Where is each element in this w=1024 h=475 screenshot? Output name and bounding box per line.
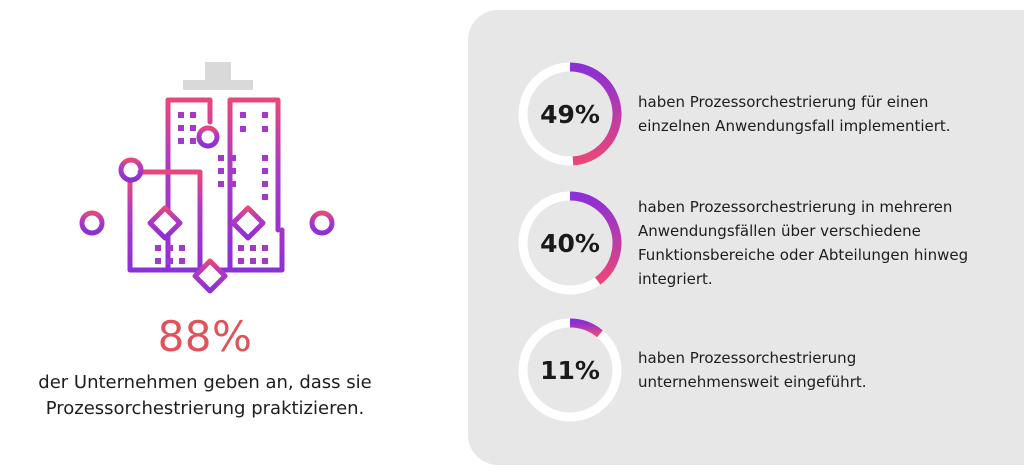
building-network-icon [79, 62, 335, 294]
donut-segment [569, 318, 603, 338]
stat-description-text: haben Prozessorchestrierung unternehmens… [638, 349, 867, 391]
donut-ring [518, 191, 622, 295]
stats-panel: 49% haben Prozessorchestrierung für eine… [468, 10, 1024, 465]
main-stat-description: der Unternehmen geben an, dass sie Proze… [38, 372, 372, 419]
stat-description-text: haben Prozessorchestrierung für einen ei… [638, 93, 951, 135]
donut-segment [569, 62, 622, 166]
donut-label: 40% [540, 228, 600, 258]
stat-description: haben Prozessorchestrierung für einen ei… [638, 60, 988, 168]
stat-description-text: haben Prozessorchestrierung in mehreren … [638, 198, 969, 288]
summary-section: 88% der Unternehmen geben an, dass sie P… [0, 0, 450, 475]
donut-segment [569, 191, 622, 285]
donut-label: 49% [540, 99, 600, 129]
stat-description: haben Prozessorchestrierung in mehreren … [638, 189, 988, 297]
main-stat-value: 88% [157, 312, 253, 361]
donut-ring [518, 62, 622, 166]
donut-ring [518, 318, 622, 422]
stat-row: 40% haben Prozessorchestrierung in mehre… [468, 189, 1024, 299]
stat-description: haben Prozessorchestrierung unternehmens… [638, 316, 988, 424]
donut-label: 11% [540, 355, 600, 385]
stat-row: 11% haben Prozessorchestrierung unterneh… [468, 316, 1024, 426]
stat-row: 49% haben Prozessorchestrierung für eine… [468, 60, 1024, 170]
